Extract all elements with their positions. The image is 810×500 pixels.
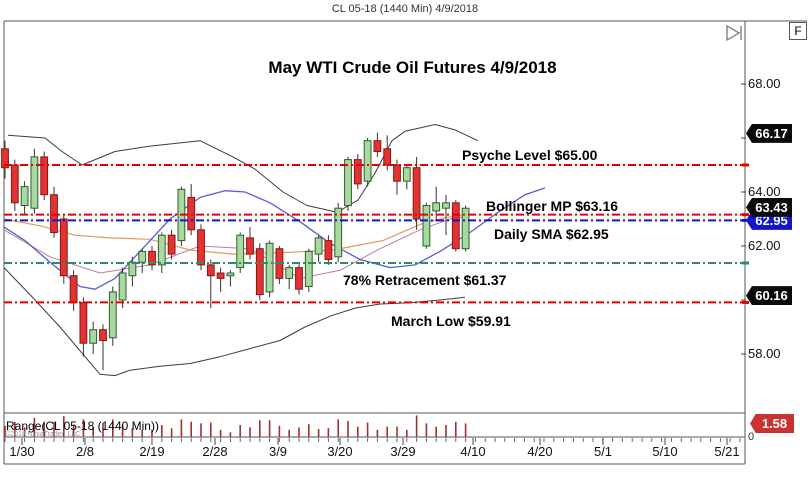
down-candle: [167, 234, 176, 255]
up-candle: [108, 291, 117, 339]
level-label: Daily SMA $62.95: [494, 226, 609, 242]
x-axis-label: 4/20: [527, 444, 553, 459]
down-candle: [40, 156, 49, 196]
down-candle: [255, 248, 264, 296]
down-candle: [187, 196, 196, 231]
price-badge: 63.43: [746, 197, 792, 217]
up-candle: [138, 250, 147, 263]
watermark: ©2018 NinjaTrader, LLC: [5, 431, 81, 438]
down-candle: [99, 329, 107, 342]
moving-average-orange-line: [3, 213, 469, 255]
x-axis-label: 3/29: [390, 444, 416, 459]
up-candle: [128, 261, 137, 277]
up-candle: [422, 205, 431, 247]
up-candle: [461, 207, 470, 250]
up-candle: [236, 234, 245, 269]
time-axis[interactable]: [4, 438, 745, 464]
level-label: Psyche Level $65.00: [462, 147, 598, 163]
x-axis-label: 2/28: [202, 444, 228, 459]
range-zero-label: 0: [748, 431, 755, 443]
y-axis-label: 64.00: [748, 184, 781, 199]
up-candle: [314, 237, 323, 255]
x-axis-label: 2/19: [139, 444, 165, 459]
down-candle: [197, 229, 205, 266]
down-candle: [10, 164, 19, 204]
up-candle: [402, 167, 411, 182]
up-candle: [285, 267, 294, 279]
y-axis-label: 62.00: [748, 238, 781, 253]
x-axis-label: 1/30: [9, 444, 35, 459]
up-candle: [304, 250, 313, 287]
down-candle: [412, 167, 421, 220]
x-axis-label: 2/8: [75, 444, 95, 459]
down-candle: [324, 240, 333, 261]
x-axis-label: 5/10: [652, 444, 678, 459]
down-candle: [206, 264, 215, 277]
down-candle: [373, 140, 382, 152]
x-axis-label: 3/9: [268, 444, 288, 459]
down-candle: [246, 237, 254, 255]
bollinger-upper-band-line: [7, 124, 479, 213]
price-badge: 66.17: [746, 123, 792, 143]
down-candle: [59, 218, 68, 277]
x-axis-label: 4/10: [460, 444, 486, 459]
up-candle: [344, 159, 352, 207]
skip-to-end-icon[interactable]: [726, 24, 741, 42]
bollinger-lower-band-line: [3, 267, 466, 377]
x-axis-label: 5/21: [714, 444, 740, 459]
up-candle: [89, 329, 98, 344]
range-indicator-label: Range(CL 05-18 (1440 Min)): [6, 419, 159, 433]
level-label: Bollinger MP $63.16: [486, 198, 619, 214]
level-label: March Low $59.91: [391, 313, 511, 329]
down-candle: [353, 159, 362, 185]
down-candle: [383, 148, 392, 166]
down-candle: [69, 275, 78, 304]
price-badge: 60.16: [746, 286, 792, 306]
range-badge: 1.58: [750, 414, 794, 433]
up-candle: [442, 202, 450, 209]
x-axis-label: 5/1: [593, 444, 613, 459]
moving-average-rose-line: [3, 215, 469, 279]
y-axis-label: 58.00: [748, 346, 781, 361]
up-candle: [118, 272, 127, 301]
window-title: CL 05-18 (1440 Min) 4/9/2018: [331, 3, 479, 15]
up-candle: [30, 156, 39, 209]
down-candle: [216, 272, 225, 279]
up-candle: [157, 234, 166, 266]
x-axis-label: 3/20: [327, 444, 353, 459]
f-button[interactable]: F: [789, 22, 807, 40]
down-candle: [79, 302, 88, 344]
up-candle: [334, 207, 343, 258]
down-candle: [1, 148, 9, 169]
up-candle: [265, 242, 274, 293]
down-candle: [393, 164, 401, 182]
level-label: 78% Retracement $61.37: [343, 272, 507, 288]
chart-title: May WTI Crude Oil Futures 4/9/2018: [268, 58, 557, 77]
y-axis-label: 68.00: [748, 76, 781, 91]
up-candle: [363, 140, 372, 182]
up-candle: [432, 202, 441, 212]
down-candle: [148, 250, 156, 266]
down-candle: [50, 194, 58, 233]
up-candle: [20, 186, 29, 207]
down-candle: [451, 202, 460, 250]
up-candle: [226, 272, 235, 277]
down-candle: [295, 267, 303, 290]
